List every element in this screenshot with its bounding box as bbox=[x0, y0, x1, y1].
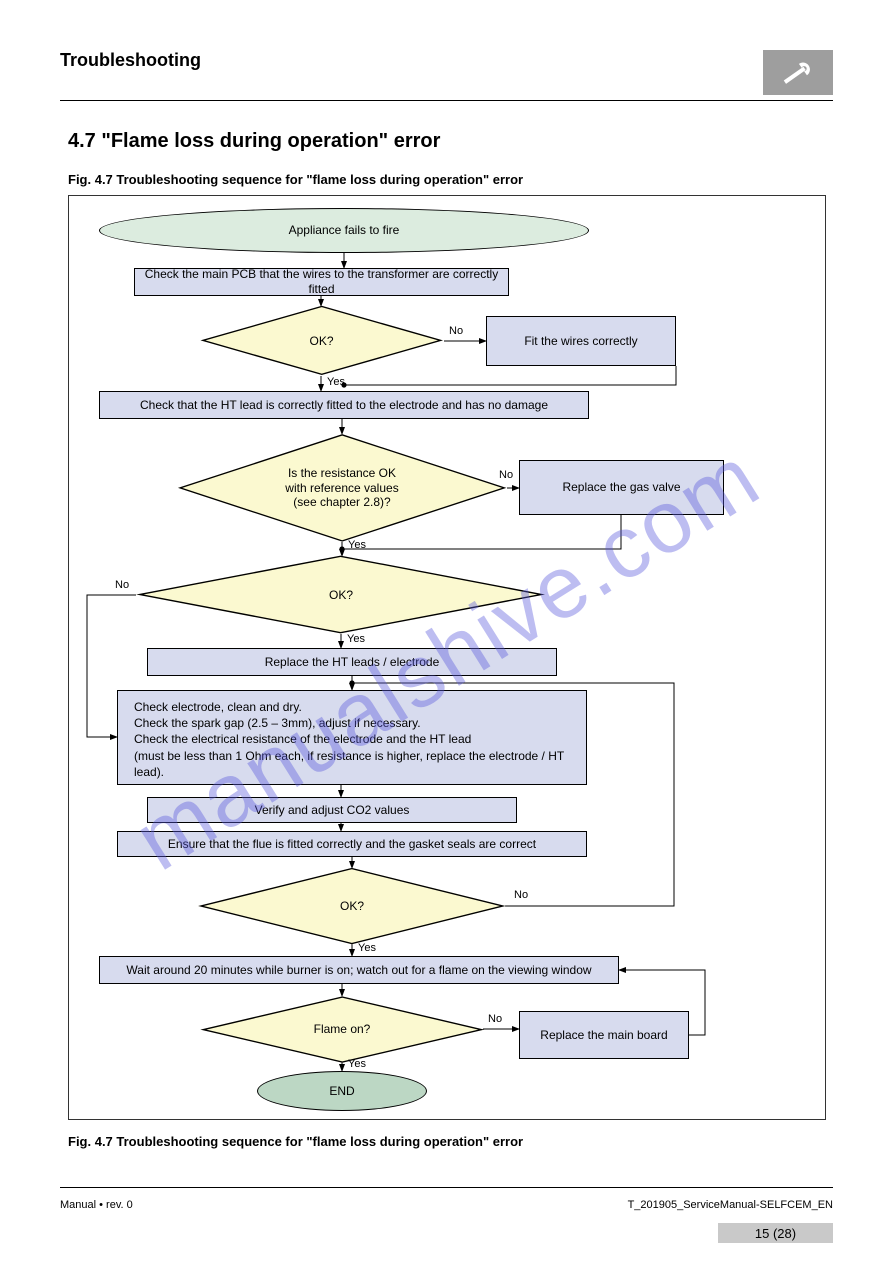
flow-process-p1: Check the main PCB that the wires to the… bbox=[134, 268, 509, 296]
flow-edge-label-6: No bbox=[499, 469, 513, 481]
flow-decision-d4: OK? bbox=[199, 868, 505, 944]
flowchart-diagram: Appliance fails to fire Check the main PC… bbox=[68, 195, 826, 1120]
footer-rule bbox=[60, 1187, 833, 1188]
flow-process-p6: Wait around 20 minutes while burner is o… bbox=[99, 956, 619, 984]
flow-process-p3: Replace the HT leads / electrode bbox=[147, 648, 557, 676]
header-rule bbox=[60, 100, 833, 101]
flow-process-a1: Fit the wires correctly bbox=[486, 316, 676, 366]
flow-decision-label-d5: Flame on? bbox=[201, 996, 483, 1062]
flow-edge-label-15: No bbox=[514, 889, 528, 901]
flow-process-p2: Check that the HT lead is correctly fitt… bbox=[99, 391, 589, 419]
page-header-title: Troubleshooting bbox=[60, 50, 833, 71]
footer-left: Manual • rev. 0 bbox=[60, 1199, 133, 1211]
figure-title: Fig. 4.7 Troubleshooting sequence for "f… bbox=[68, 172, 523, 187]
wrench-icon bbox=[763, 50, 833, 95]
flow-decision-d3: OK? bbox=[136, 556, 546, 634]
flow-edge-label-9: No bbox=[115, 579, 129, 591]
flow-process-a2: Replace the gas valve bbox=[519, 460, 724, 515]
flow-edge-label-8: Yes bbox=[348, 539, 366, 551]
flow-edge-label-20: Yes bbox=[348, 1058, 366, 1070]
page-number: 15 (28) bbox=[718, 1223, 833, 1243]
flow-process-big: Check electrode, clean and dry.Check the… bbox=[117, 690, 587, 785]
flow-edge-label-10: Yes bbox=[347, 633, 365, 645]
section-heading: 4.7 "Flame loss during operation" error bbox=[68, 130, 440, 153]
figure-caption: Fig. 4.7 Troubleshooting sequence for "f… bbox=[68, 1134, 523, 1149]
flow-decision-d1: OK? bbox=[199, 306, 444, 376]
flow-edge-label-2: No bbox=[449, 325, 463, 337]
flow-edge-label-16: Yes bbox=[358, 942, 376, 954]
flow-decision-label-d2: Is the resistance OK with reference valu… bbox=[177, 434, 507, 542]
flow-process-a5: Replace the main board bbox=[519, 1011, 689, 1059]
flow-decision-label-d4: OK? bbox=[199, 868, 505, 944]
flow-decision-d5: Flame on? bbox=[201, 996, 483, 1062]
flow-edge-label-4: Yes bbox=[327, 376, 345, 388]
flow-process-p4: Verify and adjust CO2 values bbox=[147, 797, 517, 823]
flow-decision-label-d3: OK? bbox=[136, 556, 546, 634]
footer-right: T_201905_ServiceManual-SELFCEM_EN bbox=[628, 1199, 833, 1211]
flow-process-p5: Ensure that the flue is fitted correctly… bbox=[117, 831, 587, 857]
flow-terminal-start: Appliance fails to fire bbox=[99, 208, 589, 253]
flow-edge-label-18: No bbox=[488, 1013, 502, 1025]
flow-terminal-end: END bbox=[257, 1071, 427, 1111]
flow-decision-label-d1: OK? bbox=[199, 306, 444, 376]
flow-decision-d2: Is the resistance OK with reference valu… bbox=[177, 434, 507, 542]
